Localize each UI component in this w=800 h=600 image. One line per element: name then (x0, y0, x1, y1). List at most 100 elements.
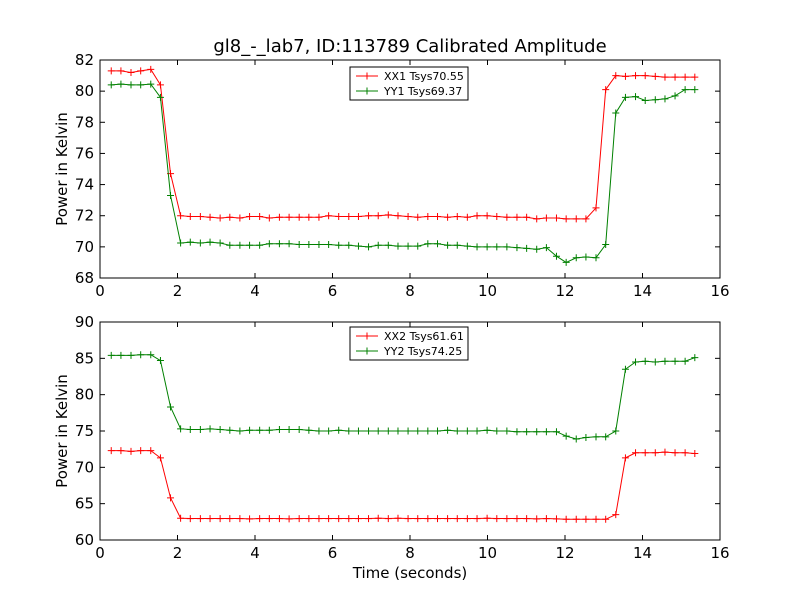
data-point (256, 426, 264, 434)
data-point (542, 244, 550, 252)
x-tick-label: 12 (555, 544, 574, 562)
data-point (315, 241, 323, 249)
data-point (127, 81, 135, 89)
data-point (265, 426, 273, 434)
data-point (236, 214, 244, 222)
data-point (562, 515, 570, 523)
data-point (325, 212, 333, 220)
data-point (107, 447, 115, 455)
data-point (661, 95, 669, 103)
data-point (632, 93, 640, 101)
data-point (226, 515, 234, 523)
data-point (246, 426, 254, 434)
data-point (216, 515, 224, 523)
data-point (493, 427, 501, 435)
data-point (226, 213, 234, 221)
data-point (404, 427, 412, 435)
data-point (444, 213, 452, 221)
data-point (641, 449, 649, 457)
data-point (265, 240, 273, 248)
data-point (216, 239, 224, 247)
data-point (681, 449, 689, 457)
data-point (354, 427, 362, 435)
data-point (246, 241, 254, 249)
data-point (632, 358, 640, 366)
y-tick-label: 65 (75, 495, 94, 513)
data-point (414, 515, 422, 523)
data-point (533, 428, 541, 436)
data-point (206, 213, 214, 221)
data-point (691, 73, 699, 81)
data-point (117, 80, 125, 88)
data-point (137, 447, 145, 455)
data-point (414, 213, 422, 221)
data-point (582, 215, 590, 223)
data-point (612, 72, 620, 80)
legend-entry: XX2 Tsys61.61 (384, 330, 464, 343)
legend-entry: YY2 Tsys74.25 (383, 345, 462, 358)
legend-marker (363, 87, 371, 95)
data-point (483, 212, 491, 220)
y-tick-label: 72 (75, 207, 94, 225)
data-point (325, 427, 333, 435)
data-point (384, 515, 392, 523)
y-tick-label: 75 (75, 422, 94, 440)
data-point (177, 514, 185, 522)
data-point (315, 213, 323, 221)
data-point (483, 514, 491, 522)
series-1 (107, 447, 699, 523)
data-point (196, 426, 204, 434)
data-point (394, 514, 402, 522)
data-point (671, 92, 679, 100)
data-point (523, 515, 531, 523)
subplot-bottom: 0 2 4 6 8 10 12 14 16 60 65 70 75 80 85 90 Power in Kelv… (53, 313, 730, 562)
data-point (345, 241, 353, 249)
data-point (552, 428, 560, 436)
data-point (691, 86, 699, 94)
legend-entry: YY1 Tsys69.37 (383, 85, 462, 98)
data-point (493, 515, 501, 523)
data-point (365, 515, 373, 523)
y-tick-label: 76 (75, 144, 94, 162)
data-point (592, 433, 600, 441)
y-tick-label: 70 (75, 458, 94, 476)
data-point (147, 80, 155, 88)
x-tick-label: 2 (173, 282, 183, 300)
data-point (384, 427, 392, 435)
data-point (394, 427, 402, 435)
data-point (256, 212, 264, 220)
data-point (196, 239, 204, 247)
data-point (444, 515, 452, 523)
data-point (473, 212, 481, 220)
data-point (365, 243, 373, 251)
data-point (602, 515, 610, 523)
y-tick-label: 70 (75, 238, 94, 256)
data-point (216, 214, 224, 222)
data-point (374, 514, 382, 522)
data-point (661, 357, 669, 365)
data-point (612, 427, 620, 435)
data-point (196, 212, 204, 220)
data-point (592, 515, 600, 523)
data-point (671, 357, 679, 365)
series-1 (107, 65, 699, 223)
data-point (671, 73, 679, 81)
x-tick-label: 16 (710, 282, 729, 300)
data-point (156, 357, 164, 365)
x-tick-label: 14 (633, 544, 652, 562)
data-point (246, 515, 254, 523)
data-point (236, 427, 244, 435)
data-point (127, 351, 135, 359)
data-point (463, 213, 471, 221)
legend-frame (349, 66, 469, 101)
data-point (552, 515, 560, 523)
x-tick-label: 14 (633, 282, 652, 300)
data-point (186, 212, 194, 220)
data-point (651, 96, 659, 104)
data-point (285, 426, 293, 434)
data-point (206, 425, 214, 433)
data-point (394, 212, 402, 220)
data-point (285, 240, 293, 248)
data-point (483, 426, 491, 434)
data-point (661, 448, 669, 456)
